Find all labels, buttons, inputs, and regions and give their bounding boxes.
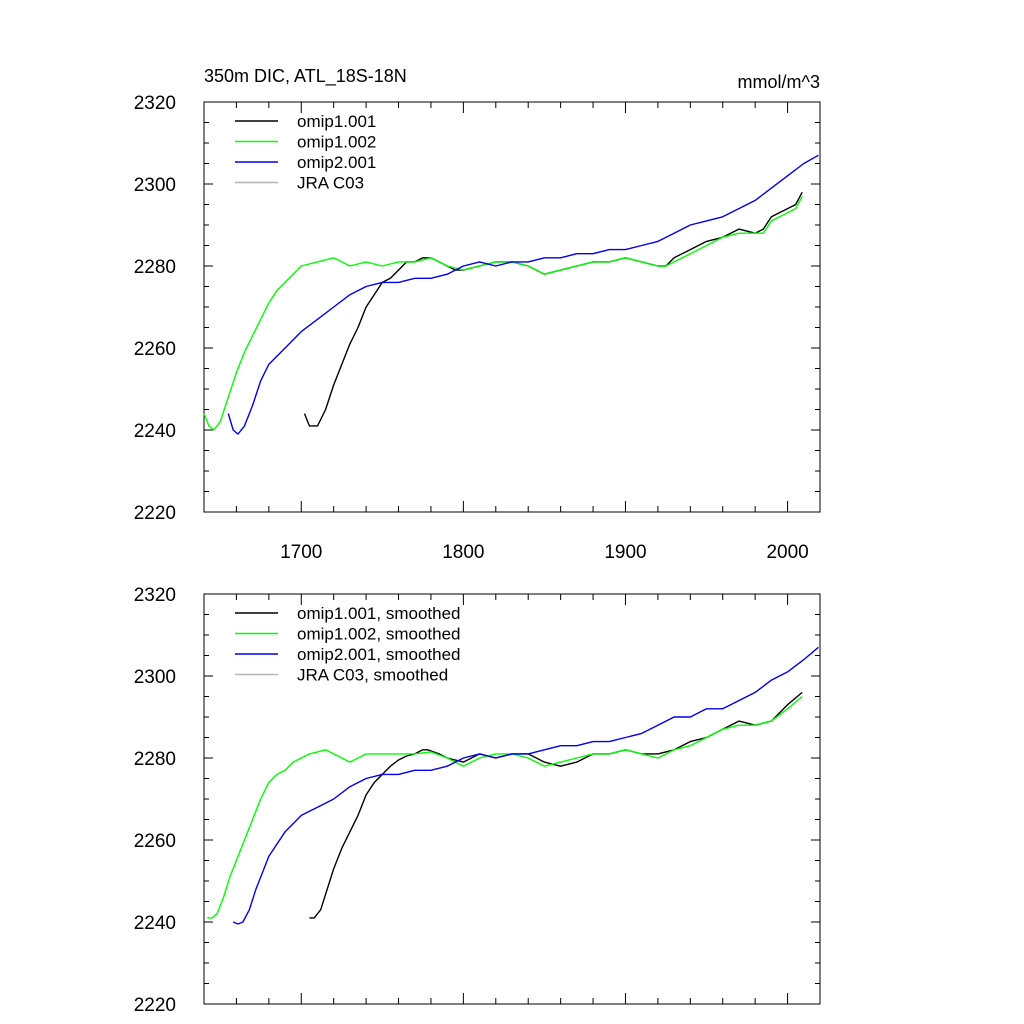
y-tick-label: 2280: [134, 257, 176, 278]
x-tick-label: 1800: [442, 542, 484, 563]
legend-label: omip1.001: [297, 112, 376, 131]
y-tick-label: 2240: [134, 421, 176, 442]
legend-label: omip1.002: [297, 133, 376, 152]
y-tick-label: 2300: [134, 667, 176, 688]
y-tick-label: 2240: [134, 913, 176, 934]
y-tick-label: 2320: [134, 585, 176, 606]
series-line-omip1-001: [303, 191, 803, 427]
y-tick-label: 2260: [134, 339, 176, 360]
y-tick-label: 2260: [134, 831, 176, 852]
bottom-panel: 2220 2240 2260 2280 2300 2320 omip1.001, smoot…: [134, 585, 821, 1016]
x-tick-label: 1900: [604, 542, 646, 563]
top-panel: 2220 2240 2260 2280 2300 2320 1700 1800 1900 2000…: [134, 93, 821, 563]
y-tick-label: 2320: [134, 93, 176, 114]
y-tick-label: 2280: [134, 749, 176, 770]
legend-label: omip2.001, smoothed: [297, 645, 461, 664]
series-line-omip1-002-smoothed: [207, 695, 803, 919]
y-tick-label: 2220: [134, 995, 176, 1016]
legend-label: omip1.001, smoothed: [297, 604, 461, 623]
legend-label: omip1.002, smoothed: [297, 625, 461, 644]
legend-label: omip2.001: [297, 153, 376, 172]
units-label: mmol/m^3: [738, 72, 820, 92]
x-tick-label: 2000: [766, 542, 808, 563]
chart-title: 350m DIC, ATL_18S-18N: [204, 66, 407, 87]
series-line-omip2-001: [227, 154, 819, 435]
legend-label: JRA C03, smoothed: [297, 666, 448, 685]
series-line-omip1-001-smoothed: [309, 691, 803, 919]
y-tick-label: 2300: [134, 175, 176, 196]
x-tick-label: 1700: [280, 542, 322, 563]
legend-label: JRA C03: [297, 174, 364, 193]
y-tick-label: 2220: [134, 503, 176, 524]
series-line-omip2-001-smoothed: [232, 646, 819, 925]
series-line-omip1-002: [203, 195, 803, 431]
